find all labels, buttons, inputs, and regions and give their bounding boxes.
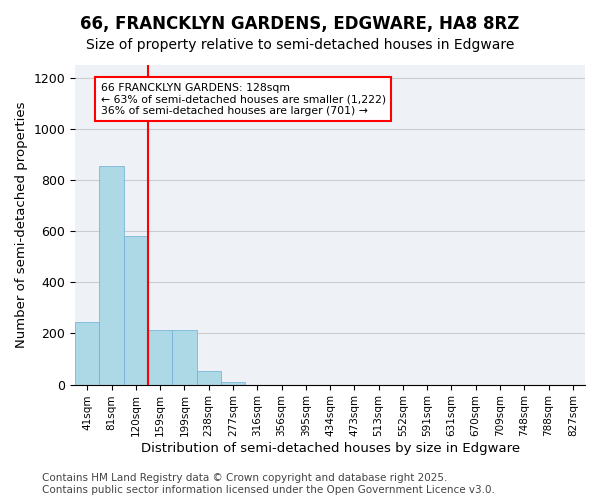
X-axis label: Distribution of semi-detached houses by size in Edgware: Distribution of semi-detached houses by … [140,442,520,455]
Y-axis label: Number of semi-detached properties: Number of semi-detached properties [15,102,28,348]
Text: Contains HM Land Registry data © Crown copyright and database right 2025.
Contai: Contains HM Land Registry data © Crown c… [42,474,495,495]
Bar [124,236,148,384]
Text: 66 FRANCKLYN GARDENS: 128sqm
← 63% of semi-detached houses are smaller (1,222)
3: 66 FRANCKLYN GARDENS: 128sqm ← 63% of se… [101,82,386,116]
Bar [172,330,197,384]
Text: Size of property relative to semi-detached houses in Edgware: Size of property relative to semi-detach… [86,38,514,52]
Bar [75,322,100,384]
Bar [221,382,245,384]
Bar [100,166,124,384]
Bar [197,370,221,384]
Bar [148,330,172,384]
Text: 66, FRANCKLYN GARDENS, EDGWARE, HA8 8RZ: 66, FRANCKLYN GARDENS, EDGWARE, HA8 8RZ [80,15,520,33]
